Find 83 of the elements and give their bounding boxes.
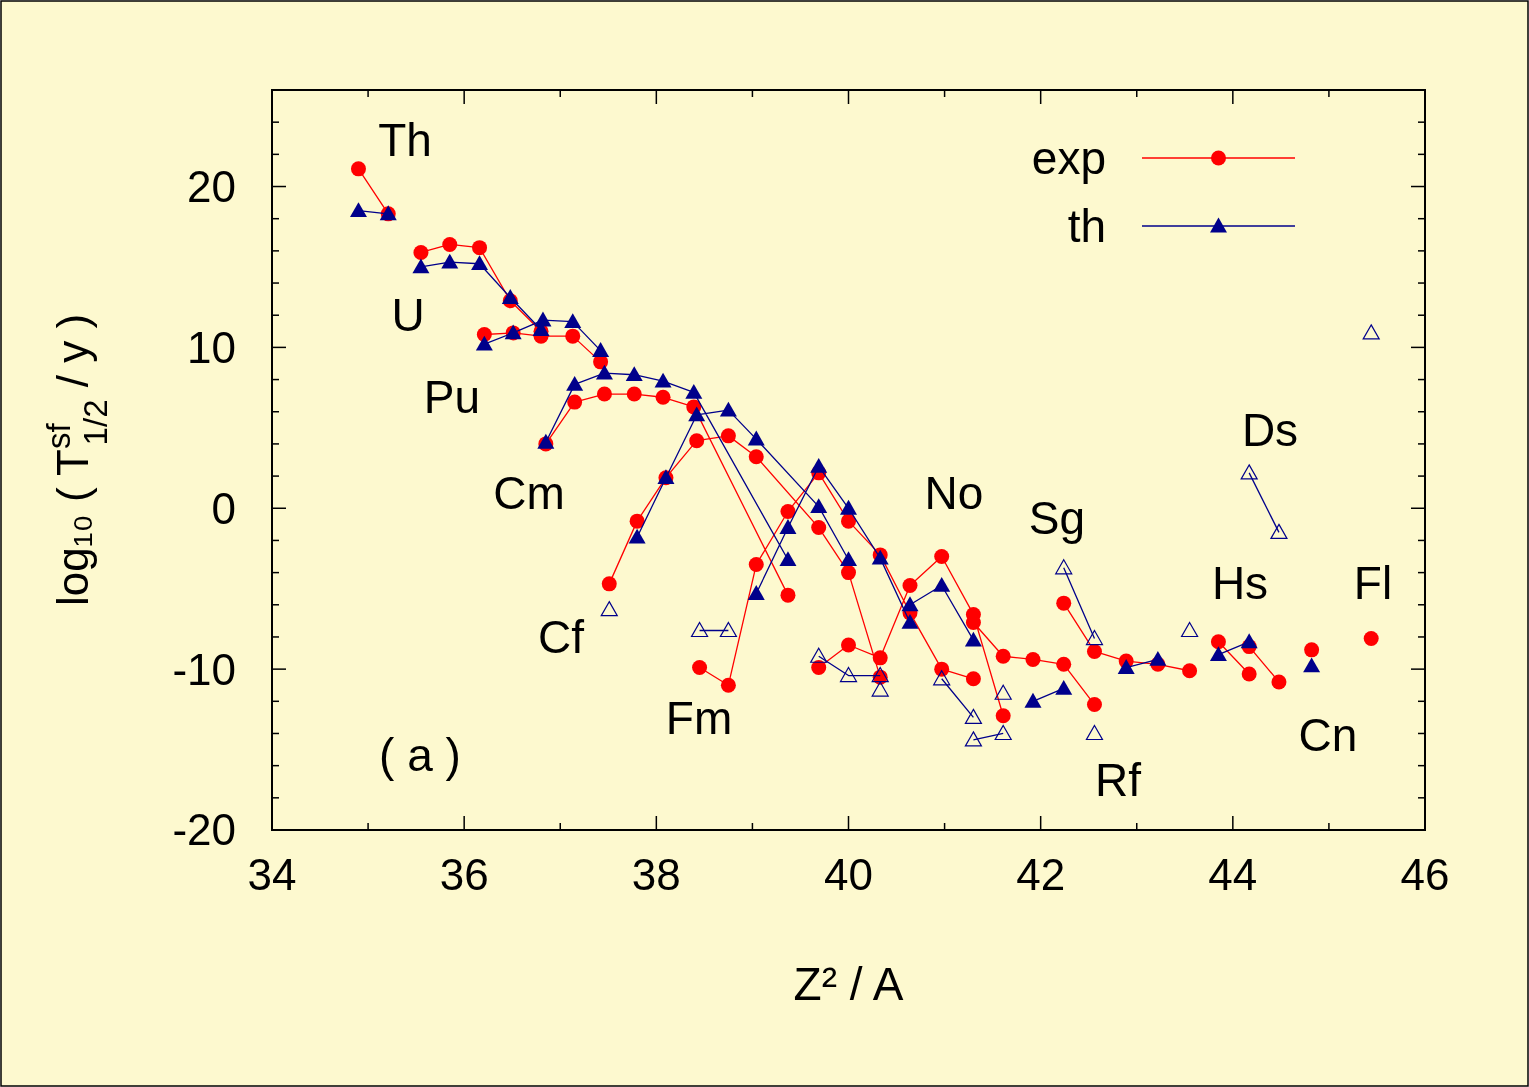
point (901, 613, 919, 629)
point (1149, 650, 1167, 666)
point (933, 576, 951, 592)
y-tick-label: -20 (172, 805, 236, 855)
point (501, 289, 519, 304)
point (719, 621, 737, 638)
point (1055, 559, 1073, 575)
point (625, 366, 643, 382)
point (564, 313, 582, 329)
point (810, 457, 828, 473)
point (600, 601, 618, 617)
point (595, 364, 613, 380)
annotation: No (924, 467, 984, 520)
point (1240, 464, 1258, 480)
point (779, 519, 797, 534)
x-tick-label: 34 (247, 850, 297, 899)
point (964, 731, 983, 747)
point (1362, 324, 1380, 340)
point (690, 621, 709, 638)
point (840, 499, 857, 515)
annotation: Fm (665, 692, 733, 745)
point (592, 342, 610, 357)
point (441, 253, 459, 269)
annotation: Th (378, 114, 432, 167)
point (566, 375, 584, 391)
x-axis-title: Z² / A (793, 958, 904, 1010)
point (839, 666, 858, 683)
y-tick-label: 20 (187, 161, 236, 211)
point (901, 596, 919, 612)
point (719, 401, 737, 417)
annotation: Ds (1241, 404, 1299, 457)
point (994, 724, 1012, 741)
point (1085, 724, 1104, 741)
point (871, 681, 889, 697)
legend-label: th (1067, 200, 1106, 253)
point (1270, 523, 1288, 539)
point (810, 647, 828, 663)
x-tick-label: 42 (1016, 850, 1066, 899)
point (1209, 646, 1227, 662)
annotation: Cn (1298, 709, 1358, 762)
point (747, 585, 765, 600)
point (1055, 679, 1073, 695)
x-tick-label: 44 (1208, 850, 1258, 899)
annotation: Pu (423, 371, 481, 424)
point (1024, 692, 1042, 708)
point (628, 528, 646, 544)
annotation: Hs (1211, 557, 1269, 610)
point (1240, 633, 1258, 649)
legend-label: exp (1031, 132, 1106, 185)
x-tick-label: 40 (824, 850, 873, 899)
point (1303, 657, 1321, 673)
point (534, 311, 552, 327)
point (1085, 629, 1104, 646)
point (779, 551, 797, 567)
point (475, 335, 493, 351)
point (412, 258, 430, 274)
point (654, 372, 672, 388)
y-tick-label: 0 (211, 483, 236, 533)
point (747, 430, 765, 446)
x-tick-label: 36 (439, 850, 489, 899)
annotation: Sg (1028, 492, 1086, 545)
point (840, 551, 857, 567)
x-tick-label: 46 (1400, 850, 1450, 899)
annotation: Cm (493, 467, 565, 520)
x-tick-label: 38 (631, 850, 681, 899)
point (1117, 659, 1135, 674)
y-tick-label: 10 (187, 322, 236, 372)
point (1181, 621, 1199, 638)
y-tick-label: -10 (172, 644, 236, 694)
annotation: Rf (1095, 754, 1142, 807)
point (964, 708, 983, 724)
point (964, 631, 982, 647)
point (471, 255, 489, 271)
point (688, 406, 706, 422)
annotation: Cf (538, 611, 585, 664)
point (349, 202, 367, 218)
point (994, 684, 1012, 700)
point (810, 498, 828, 514)
point (685, 383, 703, 399)
annotation: ( a ) (379, 729, 461, 782)
annotation: Fl (1353, 557, 1393, 610)
annotation: U (391, 289, 425, 342)
point (933, 670, 951, 686)
